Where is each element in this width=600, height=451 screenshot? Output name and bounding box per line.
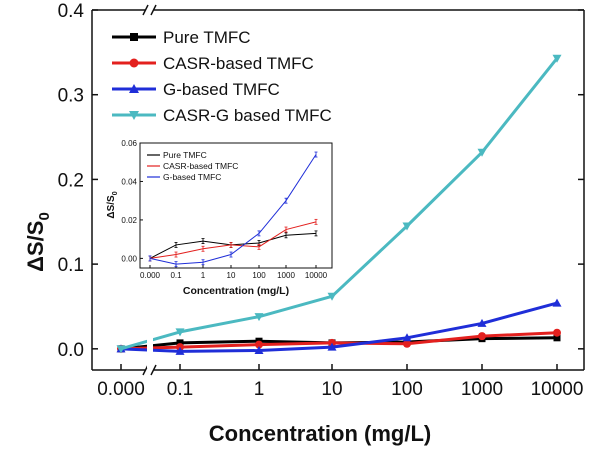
inset-x-tick-label: 10 xyxy=(227,271,236,280)
data-point xyxy=(255,340,263,349)
inset-error-bar xyxy=(284,226,288,233)
inset-error-bar xyxy=(314,218,318,225)
data-point xyxy=(176,339,184,347)
data-point xyxy=(402,222,412,231)
data-point xyxy=(116,345,126,354)
data-point xyxy=(175,328,185,337)
data-point xyxy=(477,148,487,157)
inset-error-bar xyxy=(174,242,178,248)
inset-legend-label: CASR-based TMFC xyxy=(163,161,238,171)
inset-x-tick-label: 100 xyxy=(252,271,266,280)
inset-error-bar xyxy=(314,230,318,237)
data-point xyxy=(553,334,561,342)
inset-legend-label: Pure TMFC xyxy=(163,150,207,160)
data-point xyxy=(175,346,185,355)
inset-error-bar xyxy=(284,232,288,239)
x-tick-label: 10 xyxy=(321,379,342,400)
y-tick-label: 0.1 xyxy=(58,255,84,276)
data-point xyxy=(254,313,264,322)
inset-legend-item: G-based TMFC xyxy=(147,172,221,182)
data-point xyxy=(327,342,337,351)
data-point xyxy=(327,292,337,301)
inset-legend-item: CASR-based TMFC xyxy=(147,161,238,171)
legend-item: Pure TMFC xyxy=(112,28,251,47)
inset-plot: 0.00 0.02 0.04 0.06 0.000 0.1 1 10 100 1000 10000 C… xyxy=(106,139,333,297)
data-point xyxy=(477,318,487,327)
legend-marker xyxy=(129,84,139,93)
legend-label: Pure TMFC xyxy=(163,28,251,47)
legend-label: CASR-based TMFC xyxy=(163,54,314,73)
inset-legend-item: Pure TMFC xyxy=(147,150,207,160)
legend-item: CASR-G based TMFC xyxy=(112,106,332,125)
legend-label: CASR-G based TMFC xyxy=(163,106,332,125)
legend-marker xyxy=(129,111,139,120)
inset-x-tick-label: 1 xyxy=(201,271,206,280)
x-tick-label: 100 xyxy=(391,379,423,400)
axis-break-top xyxy=(142,4,157,16)
data-point xyxy=(254,346,264,355)
inset-y-axis-title: ΔS/S0 xyxy=(106,191,119,218)
data-point xyxy=(478,332,486,341)
inset-x-axis-title: Concentration (mg/L) xyxy=(183,285,289,297)
x-tick-label: 0.1 xyxy=(167,379,193,400)
series-g-based-tmfc xyxy=(116,298,562,355)
x-tick-label: 0.000 xyxy=(97,379,145,400)
inset-error-bar xyxy=(201,245,205,252)
data-point xyxy=(402,333,412,342)
inset-error-bar xyxy=(229,251,233,258)
inset-y-tick-label: 0.02 xyxy=(121,216,137,225)
x-tick-label: 10000 xyxy=(531,379,584,400)
legend-marker xyxy=(130,33,138,41)
y-tick-label: 0.0 xyxy=(58,340,84,361)
inset-x-tick-label: 1000 xyxy=(277,271,295,280)
y-tick-label: 0.4 xyxy=(58,1,85,22)
inset-error-bar xyxy=(201,259,205,266)
inset-x-tick-label: 0.000 xyxy=(140,271,161,280)
legend-label: G-based TMFC xyxy=(163,80,280,99)
y-tick-label: 0.3 xyxy=(58,86,84,107)
inset-y-tick-label: 0.00 xyxy=(121,254,137,263)
main-plot: 0.0 0.1 0.2 0.3 0.4 0.000 0.1 1 10 100 1000 10000 Co… xyxy=(23,1,585,446)
data-point xyxy=(552,54,562,63)
inset-x-tick-label: 10000 xyxy=(305,271,328,280)
x-axis-title: Concentration (mg/L) xyxy=(209,421,431,446)
inset-error-bar xyxy=(148,255,152,262)
inset-error-bar xyxy=(257,243,261,250)
data-point xyxy=(553,328,561,337)
data-point xyxy=(403,339,411,348)
inset-error-bar xyxy=(284,197,288,204)
axis-break-gap xyxy=(147,300,153,368)
inset-legend-label: G-based TMFC xyxy=(163,172,221,182)
inset-error-bar xyxy=(174,261,178,268)
inset-error-bar xyxy=(229,242,233,248)
inset-error-bar xyxy=(314,151,318,158)
inset-x-tick-label: 0.1 xyxy=(170,271,182,280)
x-tick-label: 1000 xyxy=(461,379,503,400)
data-point xyxy=(552,298,562,307)
y-axis-title: ΔS/S0 xyxy=(23,212,53,272)
inset-frame xyxy=(139,142,333,269)
inset-error-bar xyxy=(257,230,261,237)
x-tick-label: 1 xyxy=(254,379,265,400)
inset-error-bar xyxy=(201,238,205,244)
series-casr-g-based-tmfc xyxy=(116,54,562,354)
inset-y-tick-label: 0.04 xyxy=(121,177,137,186)
y-tick-label: 0.2 xyxy=(58,170,84,191)
legend-item: CASR-based TMFC xyxy=(112,54,314,73)
inset-series-g-based-tmfc xyxy=(148,151,318,268)
inset-y-tick-label: 0.06 xyxy=(121,139,137,148)
inset-error-bar xyxy=(174,251,178,258)
legend-marker xyxy=(129,58,139,68)
legend: Pure TMFC CASR-based TMFC G-based TMFC CASR… xyxy=(112,28,332,125)
legend-item: G-based TMFC xyxy=(112,80,280,99)
